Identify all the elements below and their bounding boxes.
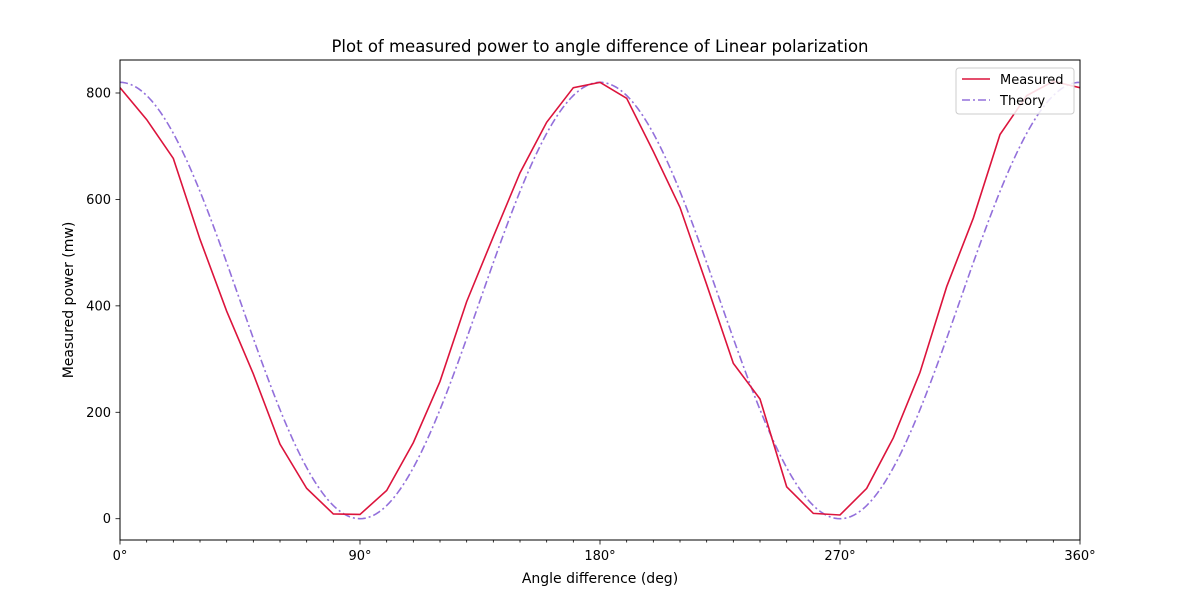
legend: Measured Theory [955, 67, 1075, 115]
x-tick-label: 270° [824, 549, 855, 564]
y-tick-label: 800 [86, 86, 111, 101]
y-axis: 0 200 400 600 800 [86, 86, 120, 527]
y-tick-label: 600 [86, 193, 111, 208]
y-tick-label: 200 [86, 406, 111, 421]
x-axis-label: Angle difference (deg) [522, 571, 678, 587]
y-axis-label: Measured power (mw) [61, 222, 77, 379]
x-axis: 0° 90° 180° 270° 360° [113, 540, 1096, 564]
chart-title: Plot of measured power to angle differen… [331, 37, 868, 56]
x-tick-label: 180° [584, 549, 615, 564]
series-line-measured [120, 80, 1080, 516]
legend-label-measured: Measured [1000, 73, 1064, 88]
legend-label-theory: Theory [999, 94, 1045, 109]
x-tick-label: 90° [348, 549, 371, 564]
x-tick-label: 0° [113, 549, 128, 564]
y-tick-label: 400 [86, 299, 111, 314]
x-tick-label: 360° [1064, 549, 1095, 564]
y-tick-label: 0 [103, 512, 111, 527]
plot-area [120, 80, 1080, 520]
